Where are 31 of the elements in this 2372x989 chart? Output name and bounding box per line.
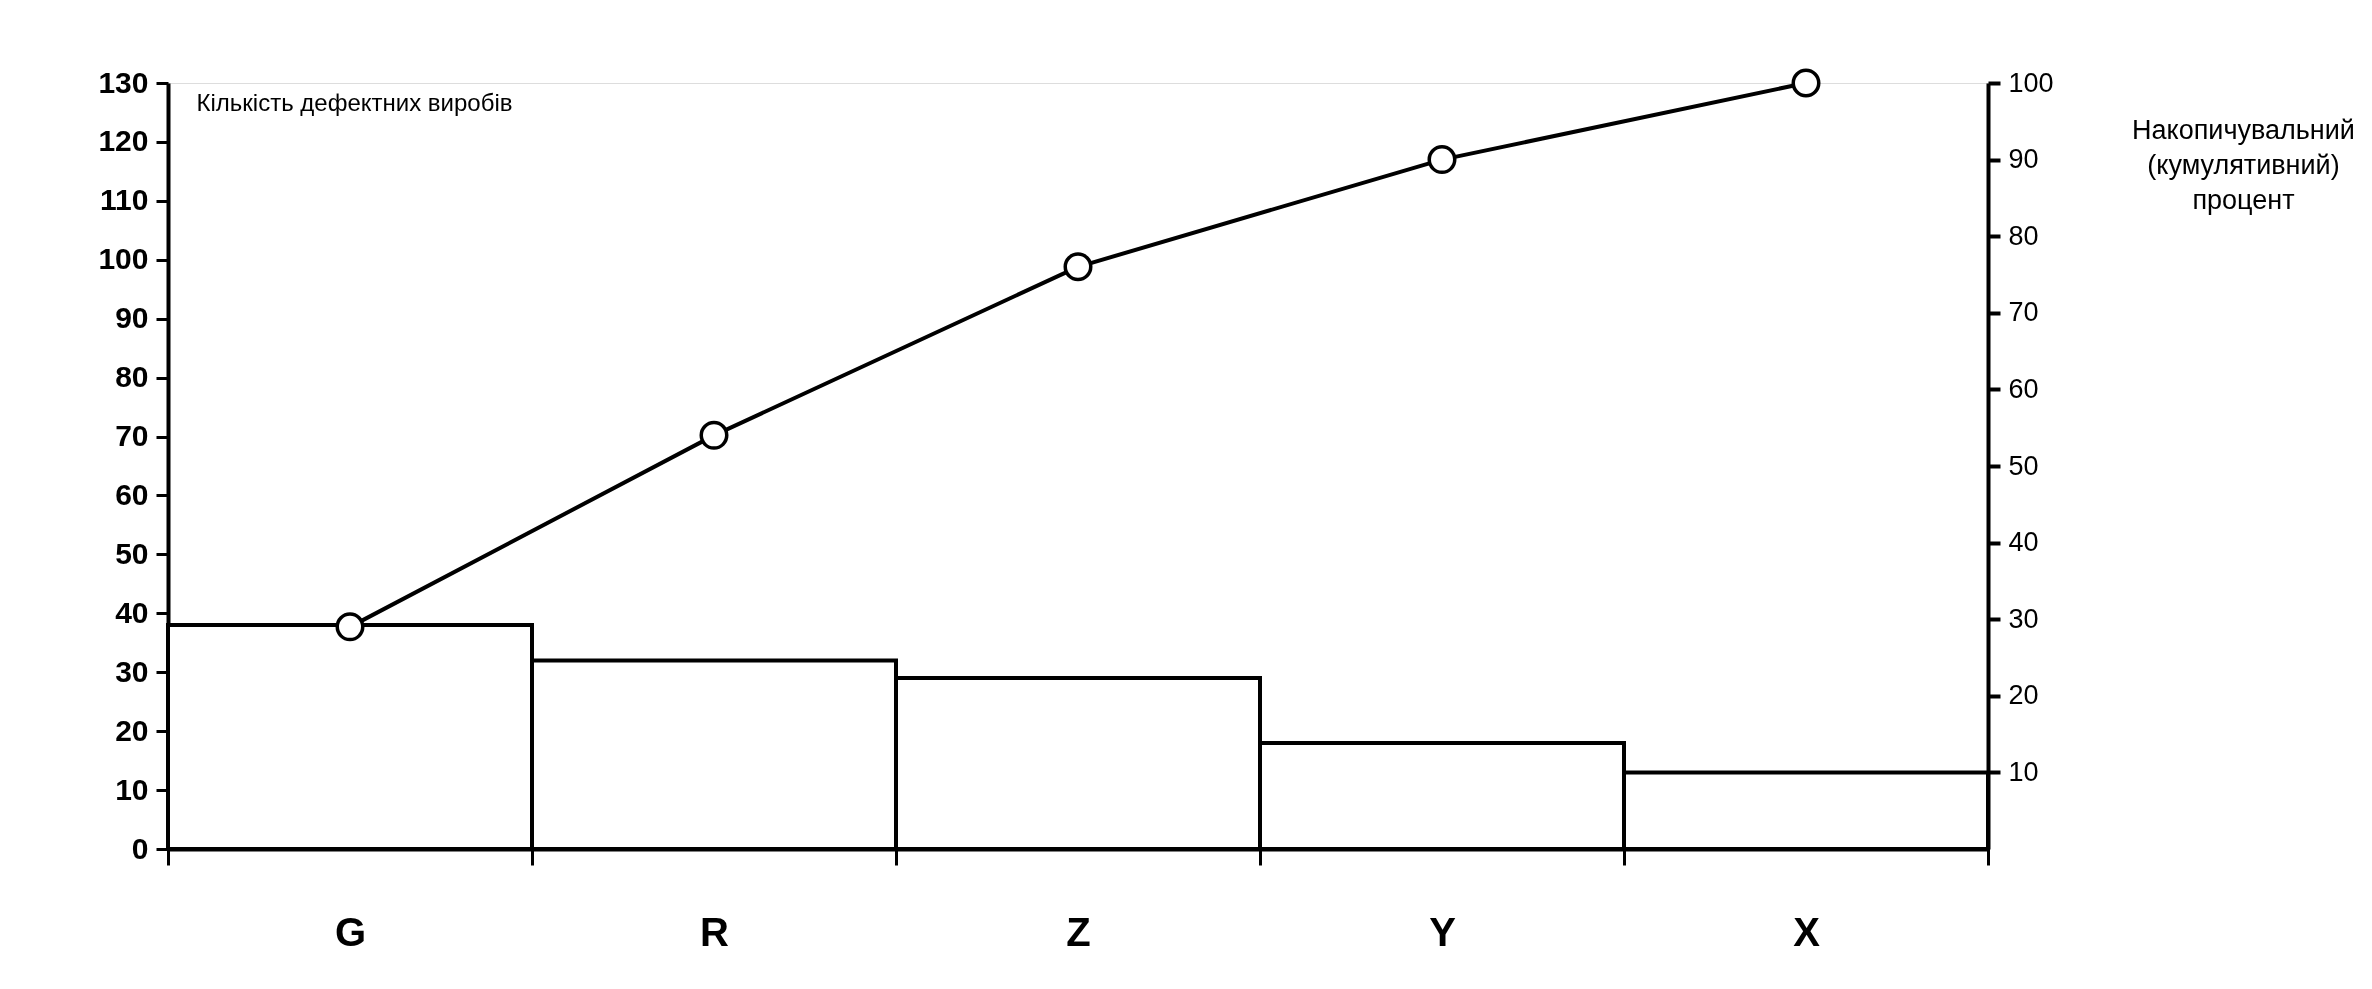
y-axis-title: Кількість дефектних виробів: [196, 88, 513, 116]
y-tick-label: 120: [98, 124, 149, 158]
y2-tick-label: 30: [2008, 603, 2039, 634]
y2-axis-title: Накопичувальний (кумулятивний) процент: [2132, 114, 2355, 215]
x-tick-label: R: [700, 909, 730, 954]
y-tick-label: 30: [115, 654, 149, 688]
y-tick-label: 20: [115, 713, 149, 747]
y2-tick-label: 70: [2008, 297, 2039, 328]
x-tick-label: X: [1793, 909, 1821, 954]
x-tick-label: G: [334, 909, 367, 954]
y-tick-label: 50: [115, 536, 149, 570]
y2-tick-label: 60: [2008, 373, 2039, 404]
y-tick-label: 130: [98, 65, 149, 99]
x-tick-label: Z: [1066, 909, 1091, 954]
y2-tick-label: 20: [2008, 680, 2039, 711]
y-tick-label: 0: [131, 831, 149, 865]
y-tick-label: 10: [115, 772, 149, 806]
y-tick-label: 110: [100, 183, 149, 217]
x-tick-label: Y: [1429, 909, 1457, 954]
y2-tick-label: 10: [2008, 756, 2039, 787]
y-tick-label: 90: [115, 301, 149, 335]
y-tick-label: 70: [115, 419, 149, 453]
y-tick-label: 80: [115, 360, 149, 394]
y-tick-label: 100: [98, 242, 149, 276]
y2-tick-label: 80: [2008, 220, 2039, 251]
y2-tick-label: 90: [2008, 144, 2039, 175]
y-tick-label: 60: [115, 477, 149, 511]
y2-tick-label: 100: [2008, 67, 2054, 98]
y2-tick-label: 50: [2008, 450, 2039, 481]
y2-tick-label: 40: [2008, 527, 2039, 558]
y-tick-label: 40: [115, 595, 149, 629]
